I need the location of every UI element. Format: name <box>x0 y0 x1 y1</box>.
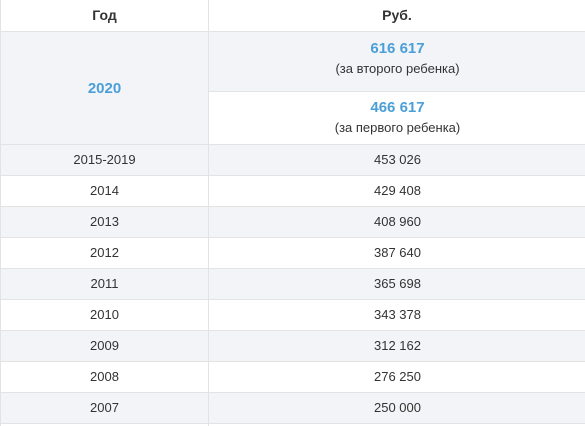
divider <box>1 392 585 393</box>
row-year: 2009 <box>90 338 119 353</box>
divider <box>1 144 585 145</box>
column-divider <box>208 0 209 426</box>
table-header: Год Руб. <box>1 0 585 31</box>
divider <box>1 206 585 207</box>
table-row: 2014 429 408 <box>1 176 585 206</box>
table-row: 2010 343 378 <box>1 300 585 330</box>
second-child-amount: 616 617 <box>370 40 425 57</box>
row-year: 2011 <box>90 276 119 291</box>
row-amount: 429 408 <box>374 183 421 198</box>
row-year: 2007 <box>90 400 119 415</box>
divider <box>209 91 585 92</box>
table-row: 2011 365 698 <box>1 269 585 299</box>
year-2020-cell: 2020 <box>1 32 208 144</box>
row-year: 2010 <box>90 307 119 322</box>
divider <box>1 330 585 331</box>
table-row: 2015-2019 453 026 <box>1 145 585 175</box>
table-row: 2009 312 162 <box>1 331 585 361</box>
row-amount: 453 026 <box>374 152 421 167</box>
divider <box>1 237 585 238</box>
second-child-cell: 616 617 (за второго ребенка) <box>209 32 585 91</box>
row-year: 2008 <box>90 369 119 384</box>
first-child-note: (за первого ребенка) <box>334 120 461 135</box>
divider <box>1 31 585 32</box>
row-year: 2014 <box>90 183 119 198</box>
divider <box>1 361 585 362</box>
divider <box>1 299 585 300</box>
table-row: 2012 387 640 <box>1 238 585 268</box>
row-year: 2012 <box>90 245 119 260</box>
first-child-amount: 466 617 <box>370 99 425 116</box>
row-amount: 276 250 <box>374 369 421 384</box>
row-amount: 343 378 <box>374 307 421 322</box>
divider <box>1 175 585 176</box>
table-row: 2013 408 960 <box>1 207 585 237</box>
divider <box>1 423 585 424</box>
header-amount: Руб. <box>382 7 412 23</box>
row-year: 2015-2019 <box>73 152 136 167</box>
table-row: 2008 276 250 <box>1 362 585 392</box>
row-amount: 408 960 <box>374 214 421 229</box>
table-row: 2007 250 000 <box>1 393 585 423</box>
row-amount: 387 640 <box>374 245 421 260</box>
row-amount: 250 000 <box>374 400 421 415</box>
second-child-note: (за второго ребенка) <box>335 61 460 76</box>
first-child-cell: 466 617 (за первого ребенка) <box>209 92 585 144</box>
row-year: 2013 <box>90 214 119 229</box>
row-amount: 365 698 <box>374 276 421 291</box>
divider <box>1 268 585 269</box>
header-year: Год <box>92 7 117 23</box>
row-amount: 312 162 <box>374 338 421 353</box>
